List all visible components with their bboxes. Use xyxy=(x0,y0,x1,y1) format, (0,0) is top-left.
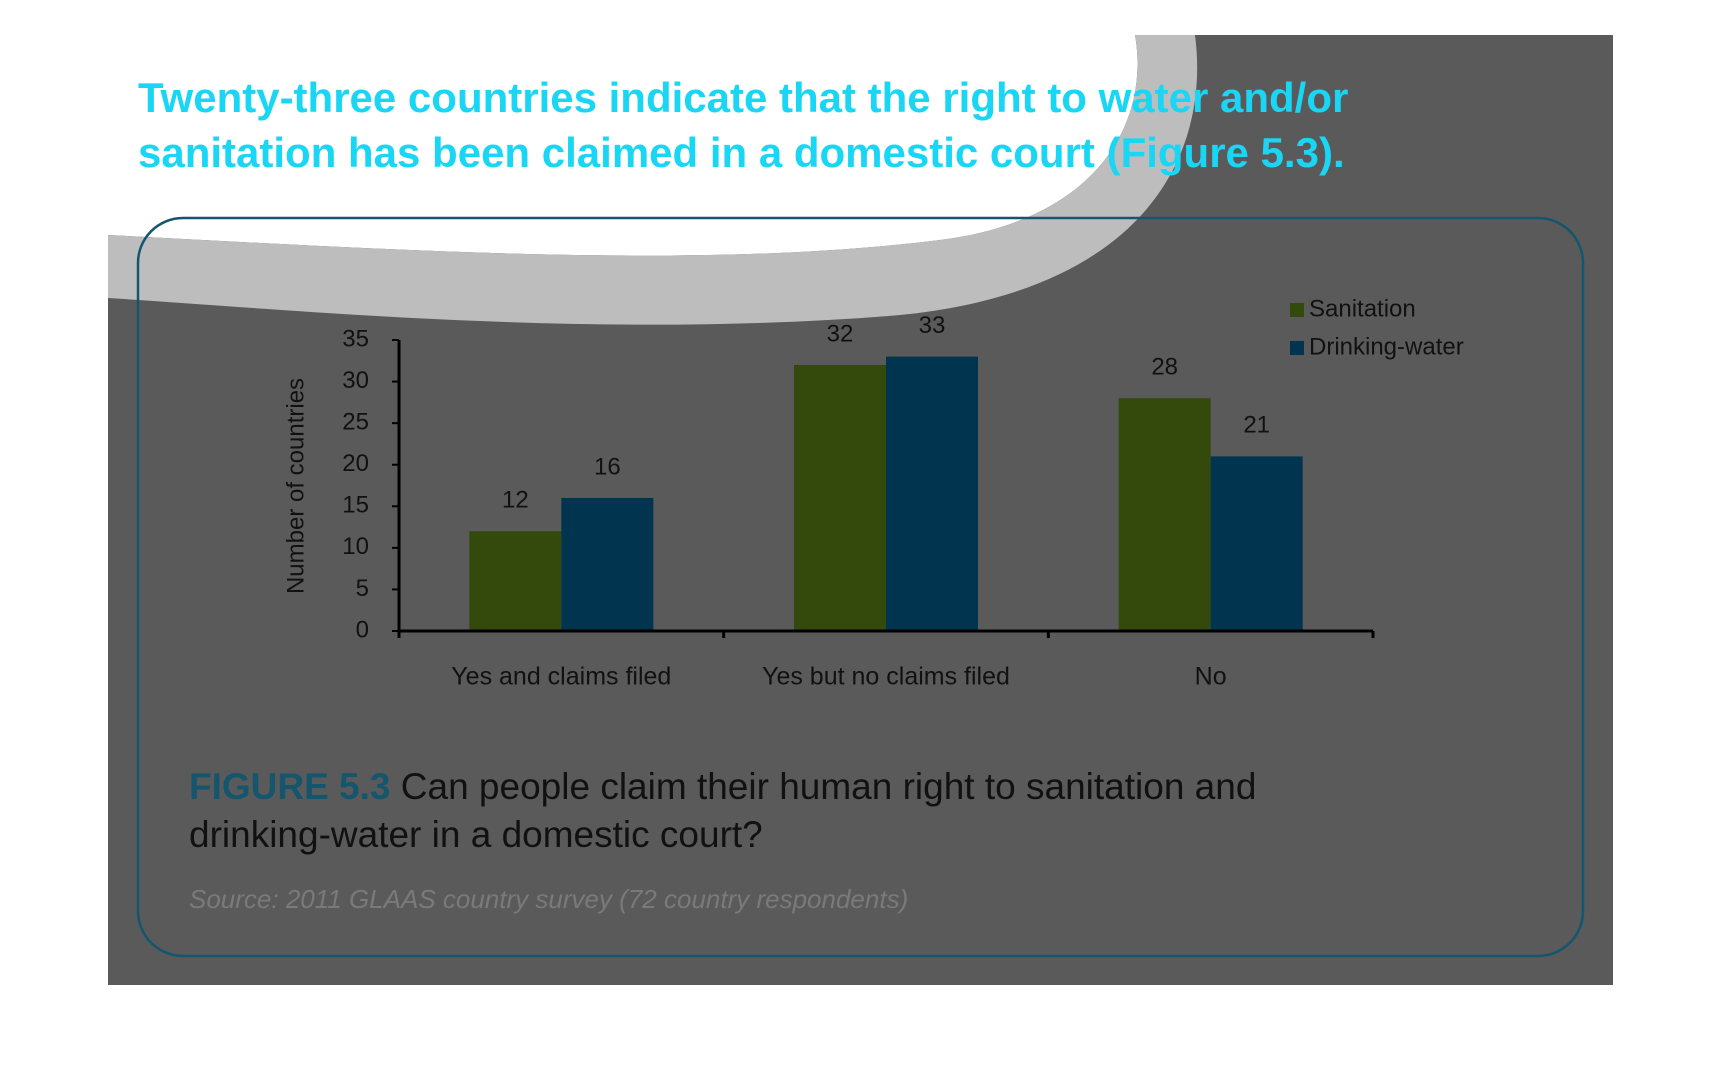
value-label: 21 xyxy=(1243,412,1270,439)
y-tick-label: 0 xyxy=(356,616,369,643)
legend-swatch xyxy=(1290,341,1304,355)
legend-label: Sanitation xyxy=(1309,295,1416,322)
bar xyxy=(886,356,978,631)
value-label: 28 xyxy=(1151,354,1178,381)
x-tick-label: Yes but no claims filed xyxy=(762,663,1010,691)
y-tick-label: 10 xyxy=(342,533,369,560)
caption-line: drinking-water in a domestic court? xyxy=(189,814,763,855)
y-tick-label: 25 xyxy=(342,408,369,435)
wave-band xyxy=(108,35,1198,325)
figure-label: FIGURE 5.3 xyxy=(189,766,391,807)
headline: Twenty-three countries indicate that the… xyxy=(138,74,1348,121)
y-tick-label: 35 xyxy=(342,325,369,352)
value-label: 32 xyxy=(827,320,854,347)
source: Source: 2011 GLAAS country survey (72 co… xyxy=(189,884,908,914)
bar xyxy=(794,364,886,631)
bar xyxy=(561,497,654,631)
bar xyxy=(469,531,562,631)
value-label: 16 xyxy=(594,453,621,480)
value-label: 12 xyxy=(502,487,529,514)
bar xyxy=(1118,398,1211,631)
wave-white xyxy=(108,35,1138,256)
caption: FIGURE 5.3 Can people claim their human … xyxy=(189,766,1256,807)
headline: sanitation has been claimed in a domesti… xyxy=(138,129,1345,176)
legend-label: Drinking-water xyxy=(1309,333,1464,360)
y-axis-label: Number of countries xyxy=(282,378,309,594)
y-tick-label: 30 xyxy=(342,367,369,394)
figure-frame xyxy=(136,216,1585,958)
y-tick-label: 15 xyxy=(342,492,369,519)
caption-line: Can people claim their human right to sa… xyxy=(401,766,1257,807)
legend-swatch xyxy=(1290,303,1304,317)
y-tick-label: 20 xyxy=(342,450,369,477)
y-tick-label: 5 xyxy=(356,575,369,602)
bar xyxy=(1210,456,1303,631)
x-tick-label: Yes and claims filed xyxy=(451,663,671,691)
x-tick-label: No xyxy=(1195,663,1227,691)
value-label: 33 xyxy=(919,312,946,339)
